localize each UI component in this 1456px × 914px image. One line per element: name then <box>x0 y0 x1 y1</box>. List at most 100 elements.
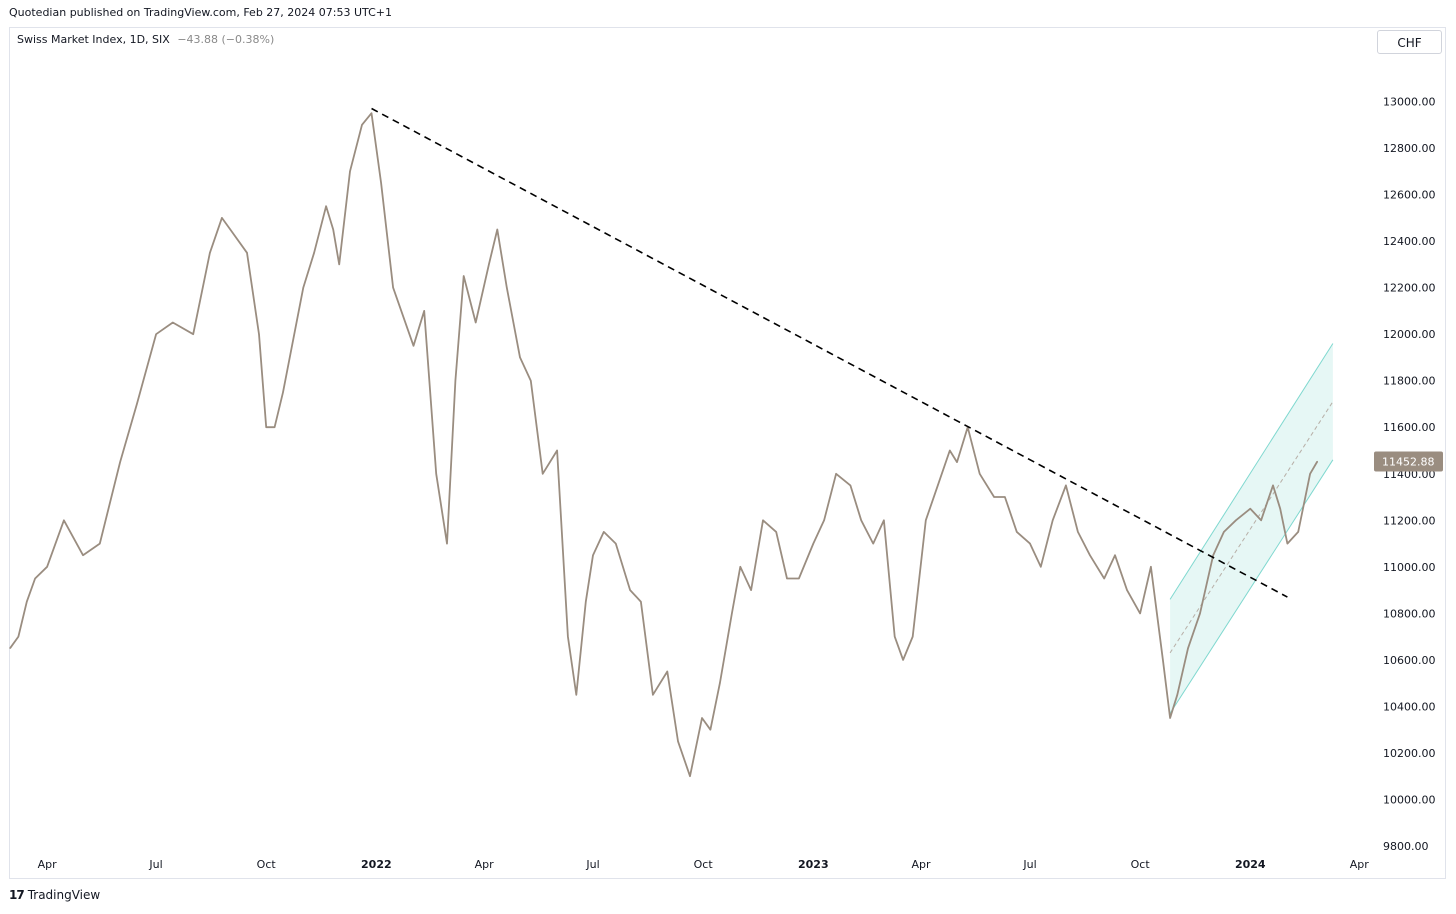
y-tick-label: 11000.00 <box>1383 561 1436 574</box>
trendline-resistance[interactable] <box>371 107 1288 598</box>
channel-lower-line[interactable] <box>1169 459 1334 714</box>
price-point <box>229 228 231 231</box>
price-point <box>615 542 617 545</box>
price-point <box>192 333 194 335</box>
time-axis[interactable]: Apr Jul Oct 2022 Apr Jul Oct 2023 Apr Jul Oct 2024 A… <box>38 858 1370 871</box>
price-point <box>798 577 800 580</box>
price-point <box>762 519 764 521</box>
price-point <box>34 577 36 580</box>
x-tick-label: Oct <box>1131 858 1151 871</box>
x-tick-label: Apr <box>912 858 932 871</box>
footer-brand[interactable]: TradingView <box>27 888 101 902</box>
publish-header: Quotedian published on TradingView.com, … <box>0 0 1456 26</box>
price-point <box>530 380 532 382</box>
price-point <box>1260 519 1262 521</box>
price-point <box>246 252 248 254</box>
price-point <box>302 287 304 289</box>
price-point <box>872 542 874 545</box>
price-point <box>1169 717 1171 719</box>
price-point <box>423 310 425 312</box>
price-point <box>1223 531 1225 533</box>
price-point <box>775 531 777 533</box>
price-point <box>435 473 437 475</box>
price-point <box>1187 647 1189 649</box>
y-tick-label: 10000.00 <box>1383 793 1436 806</box>
price-point <box>1176 694 1178 696</box>
price-line <box>9 112 1319 778</box>
price-point <box>392 287 394 289</box>
price-point <box>63 519 65 521</box>
price-point <box>1297 531 1299 533</box>
price-point <box>1249 508 1251 510</box>
y-tick-label: 12400.00 <box>1383 235 1436 248</box>
price-point <box>1199 612 1201 614</box>
price-point <box>325 205 327 207</box>
price-point <box>446 542 448 545</box>
y-tick-label: 10400.00 <box>1383 700 1436 713</box>
price-point <box>258 333 260 335</box>
price-point <box>894 636 896 638</box>
price-point <box>361 124 363 126</box>
price-point <box>629 589 631 591</box>
price-point <box>585 601 587 603</box>
price-point <box>719 682 721 684</box>
price-point <box>709 729 711 731</box>
price-point <box>1103 577 1105 580</box>
y-tick-label: 12600.00 <box>1383 189 1436 202</box>
price-point <box>883 519 885 521</box>
regression-channel[interactable] <box>1169 343 1334 714</box>
price-point <box>1052 519 1054 521</box>
price-point <box>370 112 373 114</box>
price-point <box>136 403 138 405</box>
price-point <box>812 542 814 545</box>
price-point <box>221 217 223 219</box>
currency-button[interactable]: CHF <box>1377 30 1442 54</box>
price-point <box>463 275 465 277</box>
price-point <box>1004 496 1006 498</box>
price-point <box>750 589 752 591</box>
price-point <box>640 601 642 603</box>
price-point <box>46 566 48 568</box>
x-tick-label: Jul <box>148 858 162 871</box>
channel-upper-line[interactable] <box>1169 343 1334 600</box>
price-point <box>1065 484 1067 486</box>
price-point <box>1139 612 1141 614</box>
price-axis[interactable]: 9800.00 10000.00 10200.00 10400.00 10600.00 1… <box>1383 96 1436 853</box>
price-point <box>1077 531 1079 533</box>
trendline[interactable] <box>371 107 1288 598</box>
last-price-badge: 11452.88 <box>1374 451 1443 472</box>
price-point <box>265 426 267 428</box>
price-point <box>1150 566 1152 568</box>
price-point <box>496 228 498 231</box>
price-point <box>1316 460 1318 463</box>
price-point <box>860 519 862 521</box>
price-point <box>338 263 340 265</box>
price-point <box>1016 531 1018 533</box>
price-point <box>835 473 837 475</box>
channel-middle-line[interactable] <box>1169 401 1334 654</box>
price-point <box>542 473 544 475</box>
price-point <box>1114 554 1116 556</box>
price-point <box>1089 554 1091 556</box>
footer: 17 TradingView <box>9 888 100 902</box>
y-tick-label: 11200.00 <box>1383 514 1436 527</box>
x-tick-label: Jul <box>585 858 599 871</box>
price-point <box>666 670 668 673</box>
x-tick-label: Apr <box>475 858 495 871</box>
price-point <box>575 694 577 696</box>
chart-frame <box>9 27 1446 879</box>
price-point <box>993 496 995 498</box>
price-point <box>603 531 605 533</box>
price-point <box>1272 484 1274 486</box>
price-point <box>119 461 121 463</box>
x-tick-label: Oct <box>257 858 277 871</box>
y-tick-label: 12200.00 <box>1383 282 1436 295</box>
price-point <box>1235 519 1237 521</box>
published-text: Quotedian published on TradingView.com, … <box>9 6 392 19</box>
price-point <box>519 356 521 359</box>
price-point <box>556 449 558 452</box>
price-point <box>592 554 594 556</box>
y-tick-label: 12800.00 <box>1383 142 1436 155</box>
x-tick-label: Apr <box>38 858 58 871</box>
